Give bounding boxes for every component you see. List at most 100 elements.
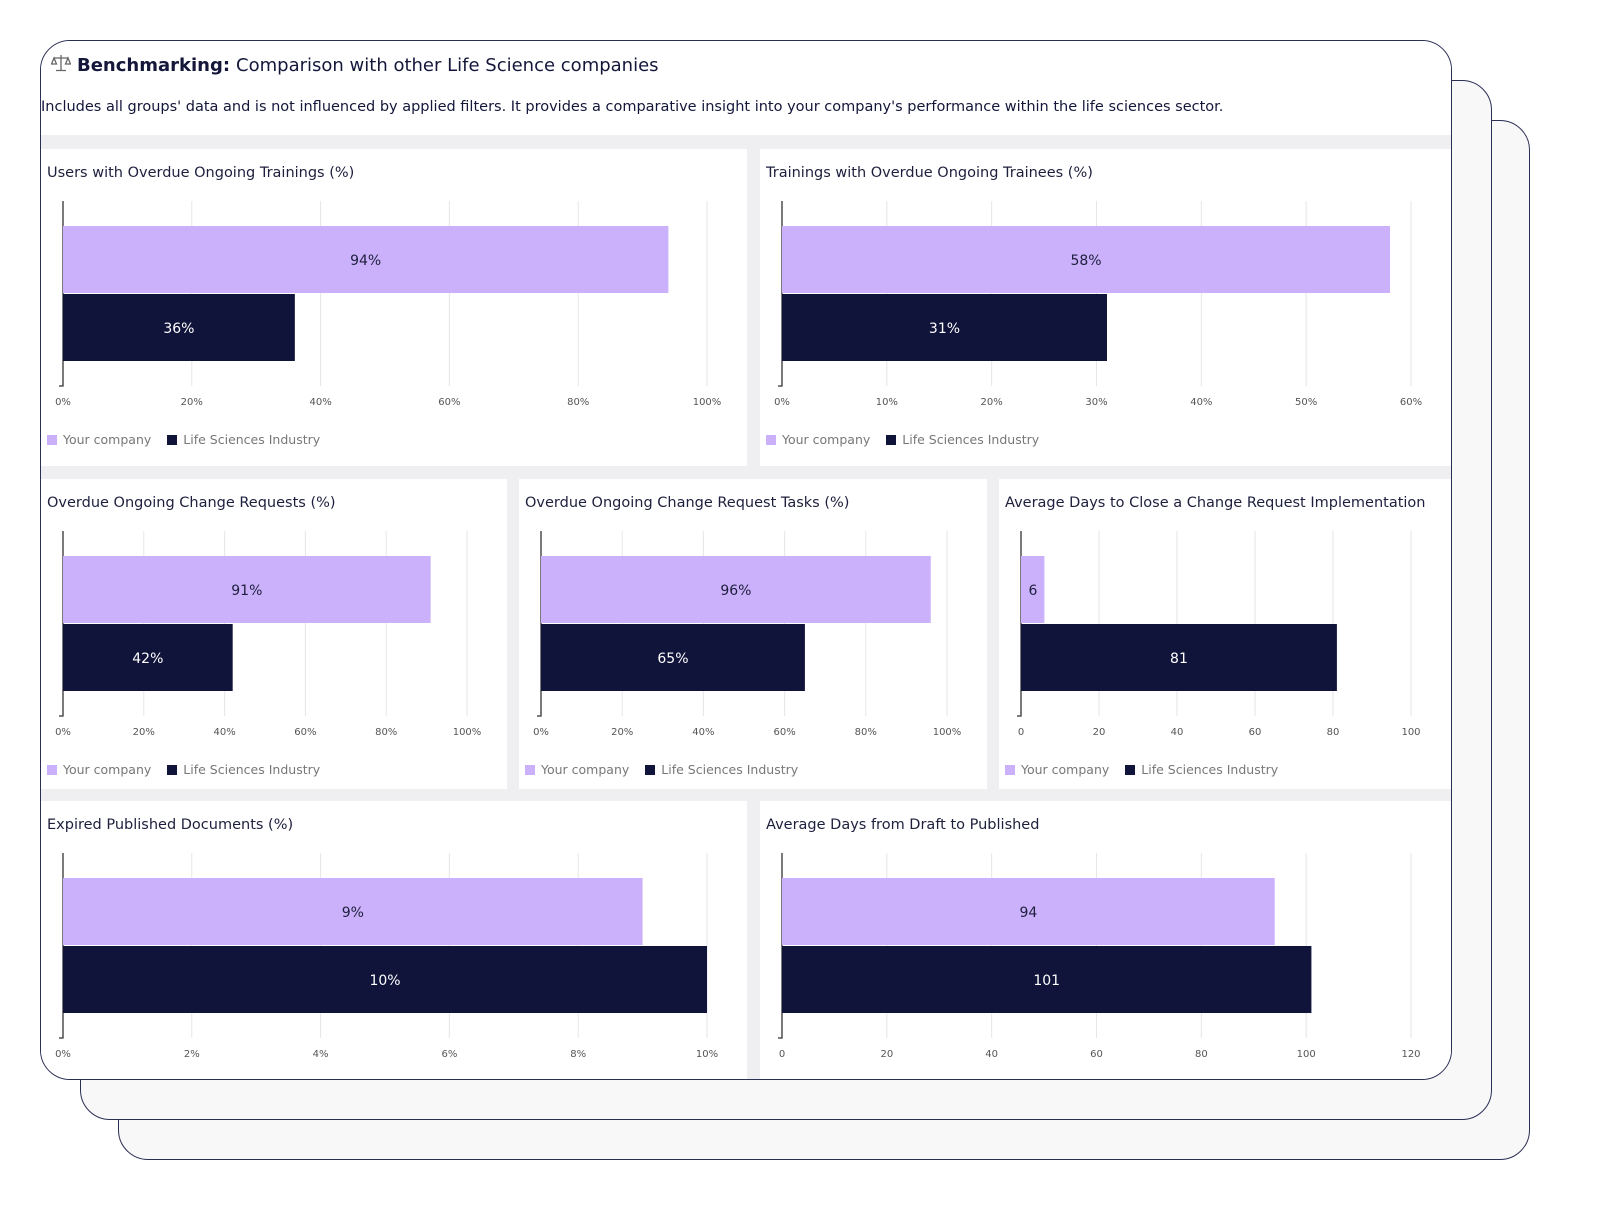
bar-chart: 0% 20% 40% 60% 80% 100% 94% 36%	[55, 201, 721, 408]
tick-label: 0%	[533, 727, 549, 738]
your-company-bar	[1021, 556, 1045, 623]
card-title: Benchmarking: Comparison with other Life…	[50, 53, 659, 78]
tick-label: 100%	[933, 727, 962, 738]
chart-legend: Your company Life Sciences Industry	[766, 432, 1039, 447]
legend-swatch	[47, 435, 57, 445]
industry-bar	[63, 294, 295, 361]
y-axis	[537, 531, 542, 717]
tick-label: 20	[880, 1049, 893, 1060]
bar-chart: 0% 2% 4% 6% 8% 10% 9% 10%	[55, 853, 718, 1060]
y-axis	[778, 853, 783, 1039]
chart-panel: Overdue Ongoing Change Requests (%) 0% 20%…	[41, 479, 507, 789]
bar-chart: 0% 20% 40% 60% 80% 100% 91% 42%	[55, 531, 481, 738]
tick-label: 80%	[567, 397, 589, 408]
tick-label: 40%	[213, 727, 235, 738]
your-company-bar	[63, 878, 643, 945]
tick-label: 40	[985, 1049, 998, 1060]
bar-value-label: 6	[1029, 583, 1038, 599]
legend-item-industry[interactable]: Life Sciences Industry	[886, 432, 1039, 447]
y-axis	[1017, 531, 1022, 717]
bar-value-label: 9%	[342, 905, 364, 921]
legend-item-industry[interactable]: Life Sciences Industry	[167, 762, 320, 777]
bar-chart: 0% 10% 20% 30% 40% 50% 60% 58% 31%	[774, 201, 1422, 408]
tick-label: 100	[1401, 727, 1420, 738]
your-company-bar	[541, 556, 931, 623]
industry-bar	[782, 294, 1107, 361]
bar-value-label: 42%	[132, 651, 163, 667]
tick-label: 0%	[774, 397, 790, 408]
bar-value-label: 65%	[657, 651, 688, 667]
legend-label: Life Sciences Industry	[661, 762, 799, 777]
bar-value-label: 81	[1170, 651, 1188, 667]
legend-label: Life Sciences Industry	[902, 432, 1040, 447]
legend-item-your-company[interactable]: Your company	[766, 432, 870, 447]
tick-label: 80%	[375, 727, 397, 738]
chart-title: Expired Published Documents (%)	[47, 817, 294, 833]
legend-label: Your company	[63, 432, 152, 447]
your-company-bar	[63, 226, 669, 293]
y-axis	[778, 201, 783, 387]
legend-item-your-company[interactable]: Your company	[525, 762, 629, 777]
tick-label: 10%	[696, 1049, 718, 1060]
tick-label: 6%	[441, 1049, 457, 1060]
legend-swatch	[167, 765, 178, 775]
scale-icon	[50, 53, 72, 78]
chart-panel: Average Days to Close a Change Request I…	[999, 479, 1451, 789]
legend-label: Life Sciences Industry	[1141, 762, 1279, 777]
industry-bar	[63, 946, 707, 1013]
industry-bar	[541, 624, 805, 691]
tick-label: 20	[1093, 727, 1106, 738]
legend-item-industry[interactable]: Life Sciences Industry	[1125, 762, 1278, 777]
legend-label: Your company	[63, 762, 152, 777]
tick-label: 80	[1327, 727, 1340, 738]
tick-label: 20%	[981, 397, 1003, 408]
tick-label: 60%	[773, 727, 795, 738]
your-company-bar	[782, 226, 1391, 293]
legend-swatch	[47, 765, 57, 775]
tick-label: 0%	[55, 397, 71, 408]
legend-item-your-company[interactable]: Your company	[47, 432, 151, 447]
tick-label: 120	[1401, 1049, 1420, 1060]
bar-value-label: 96%	[720, 583, 751, 599]
legend-swatch	[886, 435, 897, 445]
y-axis	[59, 531, 64, 717]
bar-value-label: 101	[1033, 973, 1060, 989]
y-axis	[59, 201, 64, 387]
legend-swatch	[1005, 765, 1015, 775]
card-header: Benchmarking: Comparison with other Life…	[41, 41, 1451, 135]
industry-bar	[782, 946, 1312, 1013]
legend-item-your-company[interactable]: Your company	[47, 762, 151, 777]
legend-swatch	[645, 765, 656, 775]
tick-label: 60%	[1400, 397, 1422, 408]
tick-label: 80%	[855, 727, 877, 738]
tick-label: 40	[1171, 727, 1184, 738]
tick-label: 50%	[1295, 397, 1317, 408]
tick-label: 0%	[55, 1049, 71, 1060]
bar-value-label: 91%	[231, 583, 262, 599]
tick-label: 8%	[570, 1049, 586, 1060]
legend-label: Your company	[541, 762, 630, 777]
tick-label: 0	[779, 1049, 785, 1060]
tick-label: 60	[1249, 727, 1262, 738]
legend-item-industry[interactable]: Life Sciences Industry	[167, 432, 320, 447]
tick-label: 60%	[438, 397, 460, 408]
chart-title: Trainings with Overdue Ongoing Trainees …	[766, 165, 1093, 181]
tick-label: 80	[1195, 1049, 1208, 1060]
bar-chart: 0 20 40 60 80 100 120 94 101	[778, 853, 1421, 1060]
legend-item-industry[interactable]: Life Sciences Industry	[645, 762, 798, 777]
legend-swatch	[766, 435, 776, 445]
chart-legend: Your company Life Sciences Industry	[47, 432, 320, 447]
chart-title: Average Days from Draft to Published	[766, 817, 1040, 833]
chart-title: Users with Overdue Ongoing Trainings (%)	[47, 165, 355, 181]
legend-item-your-company[interactable]: Your company	[1005, 762, 1109, 777]
legend-swatch	[525, 765, 535, 775]
tick-label: 60	[1090, 1049, 1103, 1060]
tick-label: 30%	[1085, 397, 1107, 408]
chart-title: Average Days to Close a Change Request I…	[1005, 495, 1426, 511]
chart-legend: Your company Life Sciences Industry	[1005, 762, 1278, 777]
legend-label: Life Sciences Industry	[183, 762, 321, 777]
tick-label: 0	[1018, 727, 1024, 738]
tick-label: 100	[1297, 1049, 1316, 1060]
chart-legend: Your company Life Sciences Industry	[525, 762, 798, 777]
industry-bar	[63, 624, 233, 691]
